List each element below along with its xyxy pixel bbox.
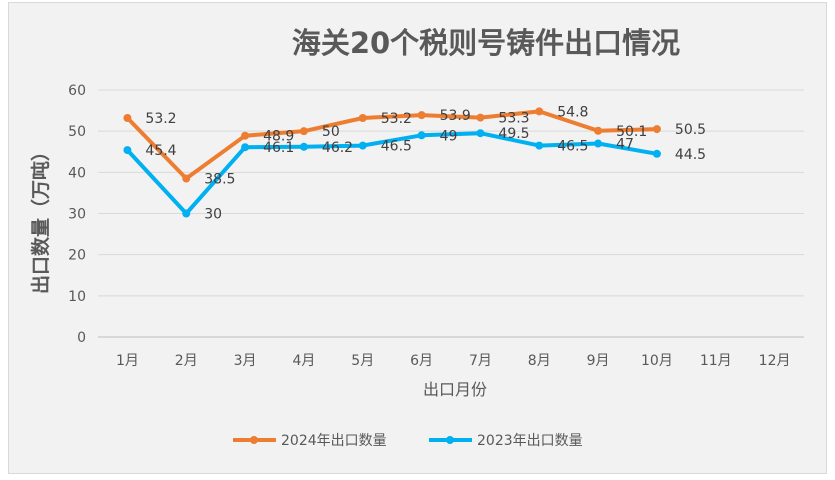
series-layer [123,107,661,218]
data-point [358,113,367,122]
data-point [182,209,191,218]
data-point [476,113,485,122]
legend-swatch-marker [250,436,258,444]
data-point [299,127,308,136]
data-label: 49 [440,128,458,144]
data-label: 53.2 [381,111,412,127]
data-label: 45.4 [145,143,176,159]
chart-title: 海关20个税则号铸件出口情况 [292,26,680,60]
x-tick-labels: 1月 2月 3月 4月 5月 6月 7月 8月 9月 10月 11月 12月 [116,353,791,369]
x-tick-label: 10月 [641,353,673,369]
y-tick-label: 0 [77,330,86,346]
x-tick-label: 3月 [234,353,257,369]
series-line-2 [125,131,659,216]
x-tick-label: 11月 [700,353,732,369]
data-point [417,111,426,120]
data-label: 53.3 [498,111,529,127]
x-tick-label: 9月 [587,353,610,369]
data-labels: 53.2 38.5 48.9 50 53.2 53.9 53.3 54.8 50.1 50.5 45… [145,104,706,222]
x-tick-label: 7月 [469,353,492,369]
legend: 2024年出口数量 2023年出口数量 [233,433,583,449]
data-point [476,129,485,138]
x-tick-label: 8月 [528,353,551,369]
data-label: 48.9 [263,129,294,145]
y-tick-label: 20 [68,248,86,264]
gridlines [98,89,804,338]
data-label: 49.5 [498,126,529,142]
legend-label: 2024年出口数量 [281,433,387,449]
chart-area: 海关20个税则号铸件出口情况 出口数量（万吨） 出口月份 0 10 20 30 40 50… [8,2,827,474]
x-tick-label: 5月 [351,353,374,369]
data-label: 38.5 [204,172,235,188]
data-point [123,146,132,155]
y-tick-labels: 0 10 20 30 40 50 60 [68,83,86,346]
series-line-1 [125,109,659,181]
data-point [358,141,367,150]
data-label: 44.5 [675,147,706,163]
x-tick-label: 1月 [116,353,139,369]
y-tick-label: 40 [68,165,86,181]
data-point [535,141,544,150]
x-tick-label: 12月 [759,353,791,369]
x-tick-label: 2月 [175,353,198,369]
data-point [241,143,250,152]
y-axis-label: 出口数量（万吨） [29,142,52,294]
data-label: 53.2 [145,111,176,127]
data-label: 30 [204,207,222,223]
data-point [241,131,250,140]
data-label: 46.2 [322,140,353,156]
data-point [594,126,603,135]
y-tick-label: 10 [68,289,86,305]
data-label: 54.8 [557,104,588,120]
legend-label: 2023年出口数量 [477,433,583,449]
data-point [594,139,603,148]
data-label: 50.5 [675,122,706,138]
data-point [123,113,132,122]
data-label: 50.1 [616,124,647,140]
legend-swatch-marker [446,436,454,444]
y-tick-label: 60 [68,83,86,99]
data-point [652,149,661,158]
x-axis-label: 出口月份 [423,380,487,399]
data-label: 50 [322,124,340,140]
data-label: 46.1 [263,140,294,156]
data-point [652,125,661,134]
data-point [535,107,544,116]
y-tick-label: 50 [68,124,86,140]
data-point [299,142,308,151]
x-tick-label: 4月 [292,353,315,369]
y-tick-label: 30 [68,207,86,223]
data-label: 46.5 [557,139,588,155]
line-chart: 海关20个税则号铸件出口情况 出口数量（万吨） 出口月份 0 10 20 30 40 50… [29,26,804,449]
data-point [182,174,191,183]
data-label: 53.9 [440,108,471,124]
data-point [417,131,426,140]
x-tick-label: 6月 [410,353,433,369]
data-label: 47 [616,137,634,153]
data-label: 46.5 [381,139,412,155]
